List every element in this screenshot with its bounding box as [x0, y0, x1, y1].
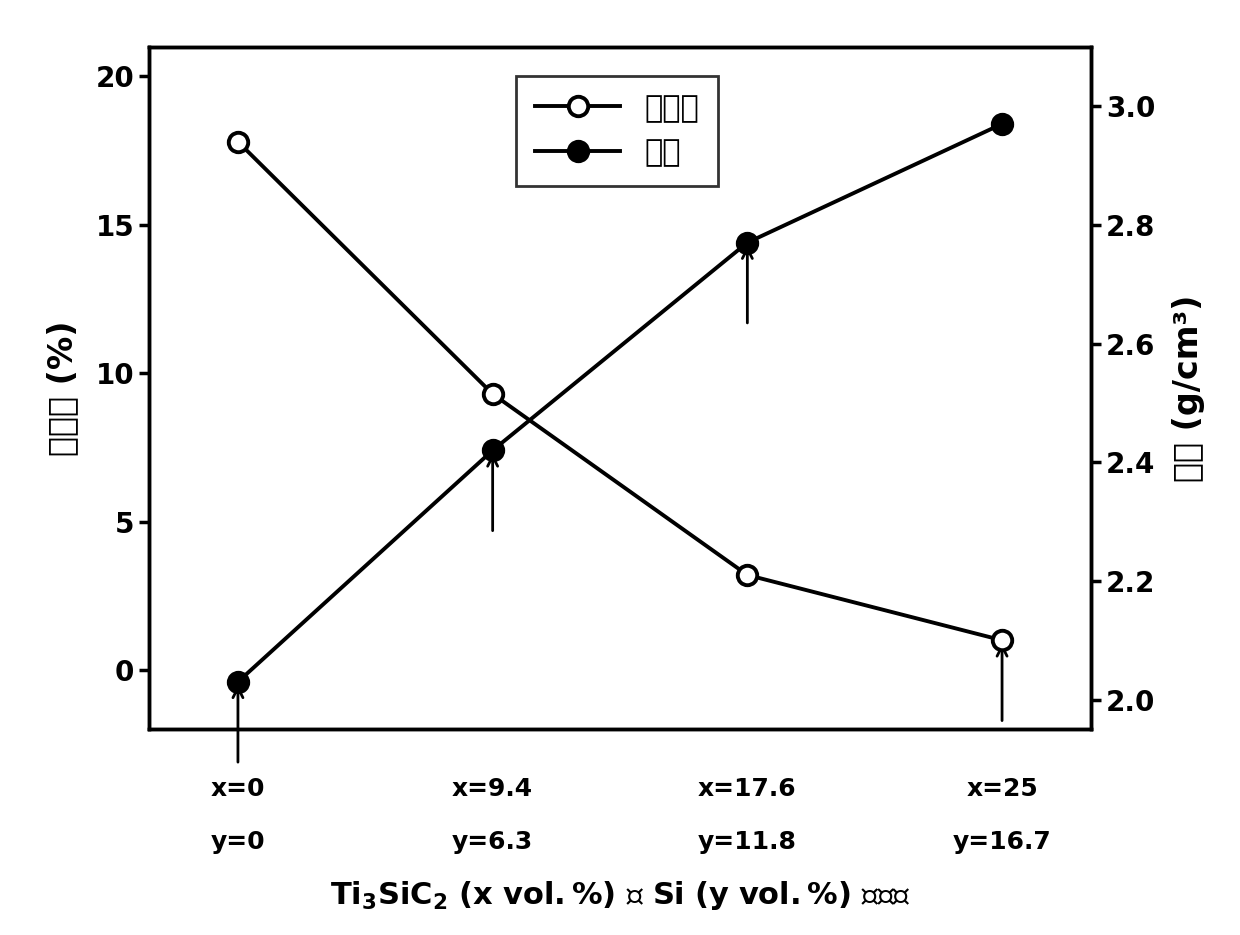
密度: [231, 676, 246, 687]
开孔率: [994, 635, 1009, 646]
Text: x=17.6: x=17.6: [698, 777, 796, 800]
密度: [485, 445, 500, 456]
开孔率: [231, 137, 246, 148]
Text: $\mathbf{Ti_3SiC_2}$ $\mathbf{(x\ vol.\%)}$ 和 $\mathbf{Si\ (y\ vol.\%)}$ 的含量: $\mathbf{Ti_3SiC_2}$ $\mathbf{(x\ vol.\%…: [330, 880, 910, 913]
Y-axis label: 密度 (g/cm³): 密度 (g/cm³): [1172, 295, 1205, 482]
Text: y=11.8: y=11.8: [698, 830, 797, 855]
Y-axis label: 开孔率 (%): 开孔率 (%): [46, 321, 79, 455]
Text: y=16.7: y=16.7: [952, 830, 1052, 855]
Line: 密度: 密度: [228, 114, 1012, 692]
Legend: 开孔率, 密度: 开孔率, 密度: [516, 76, 718, 186]
开孔率: [740, 569, 755, 581]
Text: y=0: y=0: [211, 830, 265, 855]
密度: [740, 237, 755, 248]
密度: [994, 119, 1009, 130]
Text: x=25: x=25: [966, 777, 1038, 800]
Text: x=9.4: x=9.4: [453, 777, 533, 800]
Text: x=0: x=0: [211, 777, 265, 800]
Line: 开孔率: 开孔率: [228, 132, 1012, 650]
开孔率: [485, 388, 500, 399]
Text: y=6.3: y=6.3: [453, 830, 533, 855]
